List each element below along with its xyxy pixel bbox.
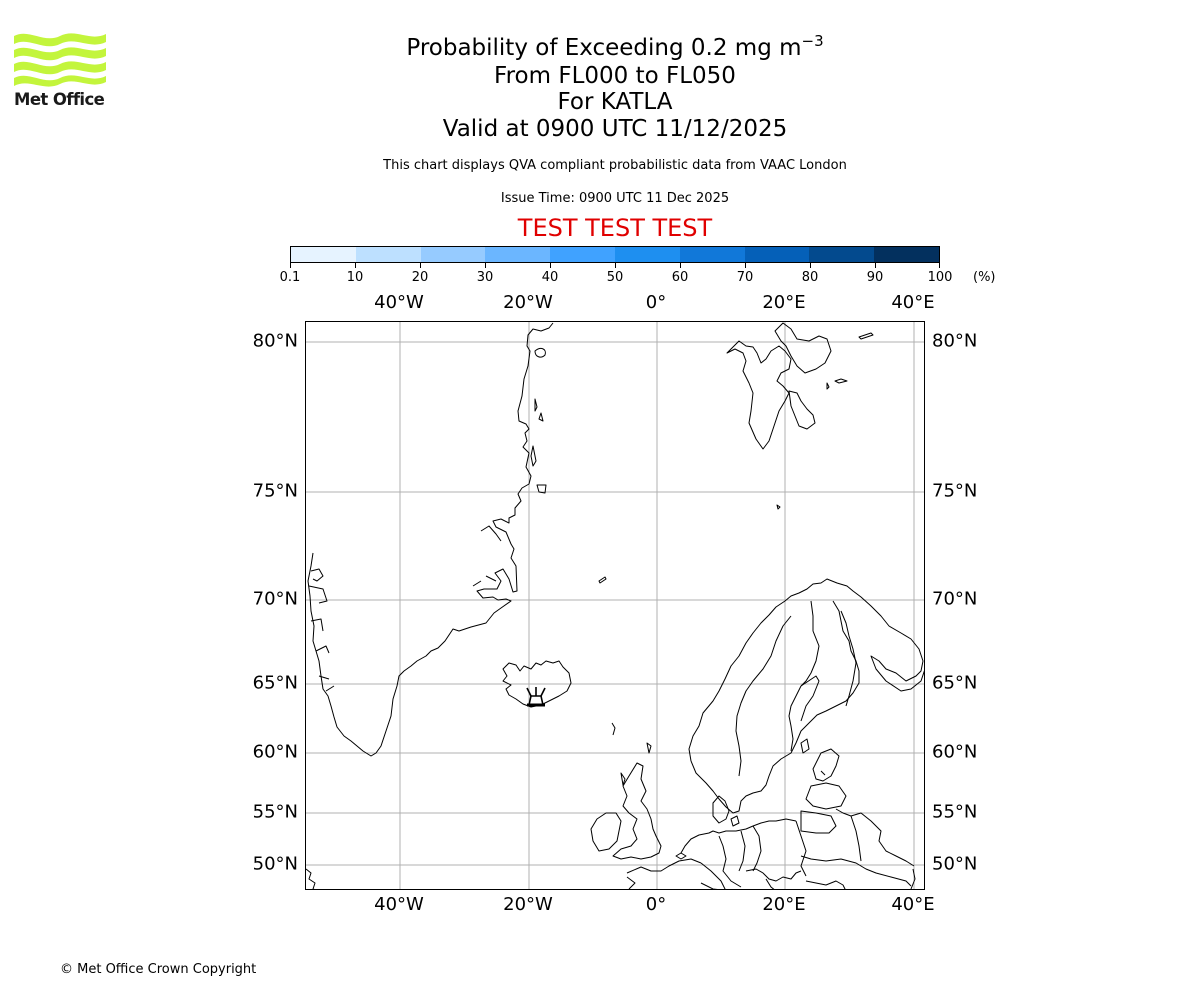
lon-label-top-0: 0° [645,292,667,313]
lat-label-right-75n: 75°N [932,480,978,502]
lon-label-bottom-40w: 40°W [374,894,424,915]
probability-colorbar [290,246,940,263]
coast-uk [612,762,662,860]
colorbar-tick-label: 20 [411,270,429,285]
chart-title-exponent: −3 [801,32,824,50]
colorbar-tick-label: 50 [606,270,624,285]
colorbar-segment-7 [744,247,810,262]
lon-label-top-40w: 40°W [374,292,424,313]
colorbar-tick [550,263,551,268]
coast-iceland [502,660,572,708]
colorbar-tick-label: 40 [541,270,559,285]
colorbar-segment-6 [679,247,745,262]
lon-label-bottom-20w: 20°W [503,894,553,915]
colorbar-tick [810,263,811,268]
colorbar-tick [355,263,356,268]
volcano-name: For KATLA [557,89,673,115]
colorbar-segment-5 [614,247,680,262]
colorbar-tick-label: 10 [346,270,364,285]
logo-text: Met Office [14,90,105,109]
colorbar-tick [745,263,746,268]
lon-label-top-20w: 20°W [503,292,553,313]
colorbar-unit: (%) [973,270,996,285]
colorbar-segment-9 [874,247,939,262]
colorbar-segment-2 [420,247,486,262]
lat-label-right-60n: 60°N [932,741,978,763]
coast-scandinavia [688,578,924,762]
coast-ireland [590,812,622,852]
colorbar-tick [615,263,616,268]
colorbar-tick-label: 90 [866,270,884,285]
copyright-notice: © Met Office Crown Copyright [60,962,257,977]
colorbar-tick-label: 60 [671,270,689,285]
colorbar-tick [420,263,421,268]
colorbar-tick-label: 30 [476,270,494,285]
lat-label-left-80n: 80°N [252,330,298,352]
colorbar-segment-3 [485,247,551,262]
lat-label-right-55n: 55°N [932,801,978,823]
lon-label-top-20e: 20°E [762,292,806,313]
lat-label-right-50n: 50°N [932,853,978,875]
colorbar-segment-1 [355,247,421,262]
coast-svalbard [726,340,792,450]
colorbar-segment-0 [291,247,356,262]
met-office-logo: Met Office [14,30,106,112]
issue-time: Issue Time: 0900 UTC 11 Dec 2025 [500,191,730,206]
chart-title: Probability of Exceeding 0.2 mg m−3 [0,28,1200,61]
colorbar-tick [290,263,291,268]
colorbar-tick [680,263,681,268]
test-banner: TEST TEST TEST [517,214,713,242]
lon-label-top-40e: 40°E [891,292,935,313]
chart-title-text: Probability of Exceeding 0.2 mg m [406,35,802,61]
lat-label-right-70n: 70°N [932,588,978,610]
colorbar-tick-label: 100 [927,270,953,285]
chart-description: This chart displays QVA compliant probab… [383,158,847,173]
valid-time: Valid at 0900 UTC 11/12/2025 [442,116,788,142]
colorbar-tick-label: 70 [736,270,754,285]
lat-label-right-80n: 80°N [932,330,978,352]
colorbar-segment-4 [550,247,615,262]
colorbar-tick [875,263,876,268]
colorbar-tick-label: 0.1 [279,270,301,285]
lon-label-bottom-0: 0° [645,894,667,915]
katla-volcano-icon [526,687,546,707]
met-office-waves-icon [14,33,106,87]
graticule [306,322,924,889]
colorbar-tick [939,263,940,268]
coastlines [306,322,924,889]
colorbar-tick-label: 80 [801,270,819,285]
lat-label-left-55n: 55°N [252,801,298,823]
map-canvas [306,322,924,889]
lat-label-left-65n: 65°N [252,672,298,694]
flight-level-range: From FL000 to FL050 [494,63,736,89]
lat-label-left-50n: 50°N [252,853,298,875]
lat-label-left-75n: 75°N [252,480,298,502]
lat-label-left-60n: 60°N [252,741,298,763]
map-panel[interactable] [305,321,925,890]
colorbar-segment-8 [809,247,875,262]
lon-label-bottom-20e: 20°E [762,894,806,915]
coast-greenland-east [307,322,554,757]
lat-label-right-65n: 65°N [932,672,978,694]
colorbar-tick [485,263,486,268]
lon-label-bottom-40e: 40°E [891,894,935,915]
lat-label-left-70n: 70°N [252,588,298,610]
